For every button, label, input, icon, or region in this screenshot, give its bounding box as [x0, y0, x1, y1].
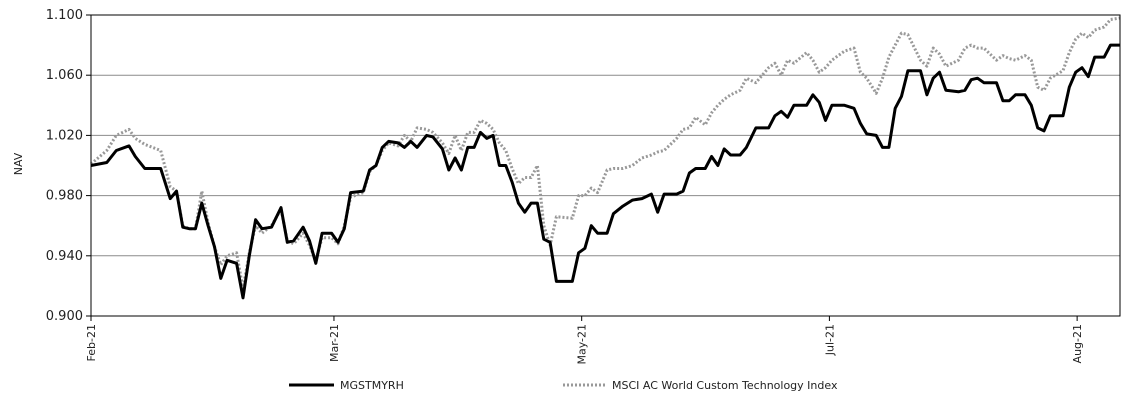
y-tick-label: 1.060	[46, 68, 83, 83]
y-axis-title: NAV	[12, 152, 25, 175]
x-axis-ticks: Feb-21 Mar-21 May-21 Jul-21 Aug-21	[85, 316, 1084, 365]
x-tick-label: Jul-21	[823, 324, 836, 356]
legend-label: MGSTMYRH	[340, 379, 404, 392]
plot-border	[90, 14, 1121, 317]
series-layer	[90, 16, 1121, 300]
legend: MGSTMYRH MSCI AC World Custom Technology …	[289, 379, 838, 392]
x-tick-label: Mar-21	[328, 324, 341, 362]
y-axis-ticks: 0.900 0.940 0.980 1.020 1.060 1.100	[46, 8, 91, 324]
y-tick-label: 1.100	[46, 8, 83, 23]
plot-frame	[90, 14, 1121, 317]
y-tick-label: 0.940	[46, 249, 83, 264]
y-tick-label: 0.980	[46, 189, 83, 204]
series-line-mgstmyrh	[90, 43, 1120, 300]
x-tick-label: May-21	[576, 324, 589, 365]
x-tick-label: Feb-21	[85, 324, 98, 361]
x-tick-label: Aug-21	[1071, 324, 1084, 363]
y-tick-label: 1.020	[46, 128, 83, 143]
y-tick-label: 0.900	[46, 309, 83, 324]
legend-label: MSCI AC World Custom Technology Index	[612, 379, 838, 392]
